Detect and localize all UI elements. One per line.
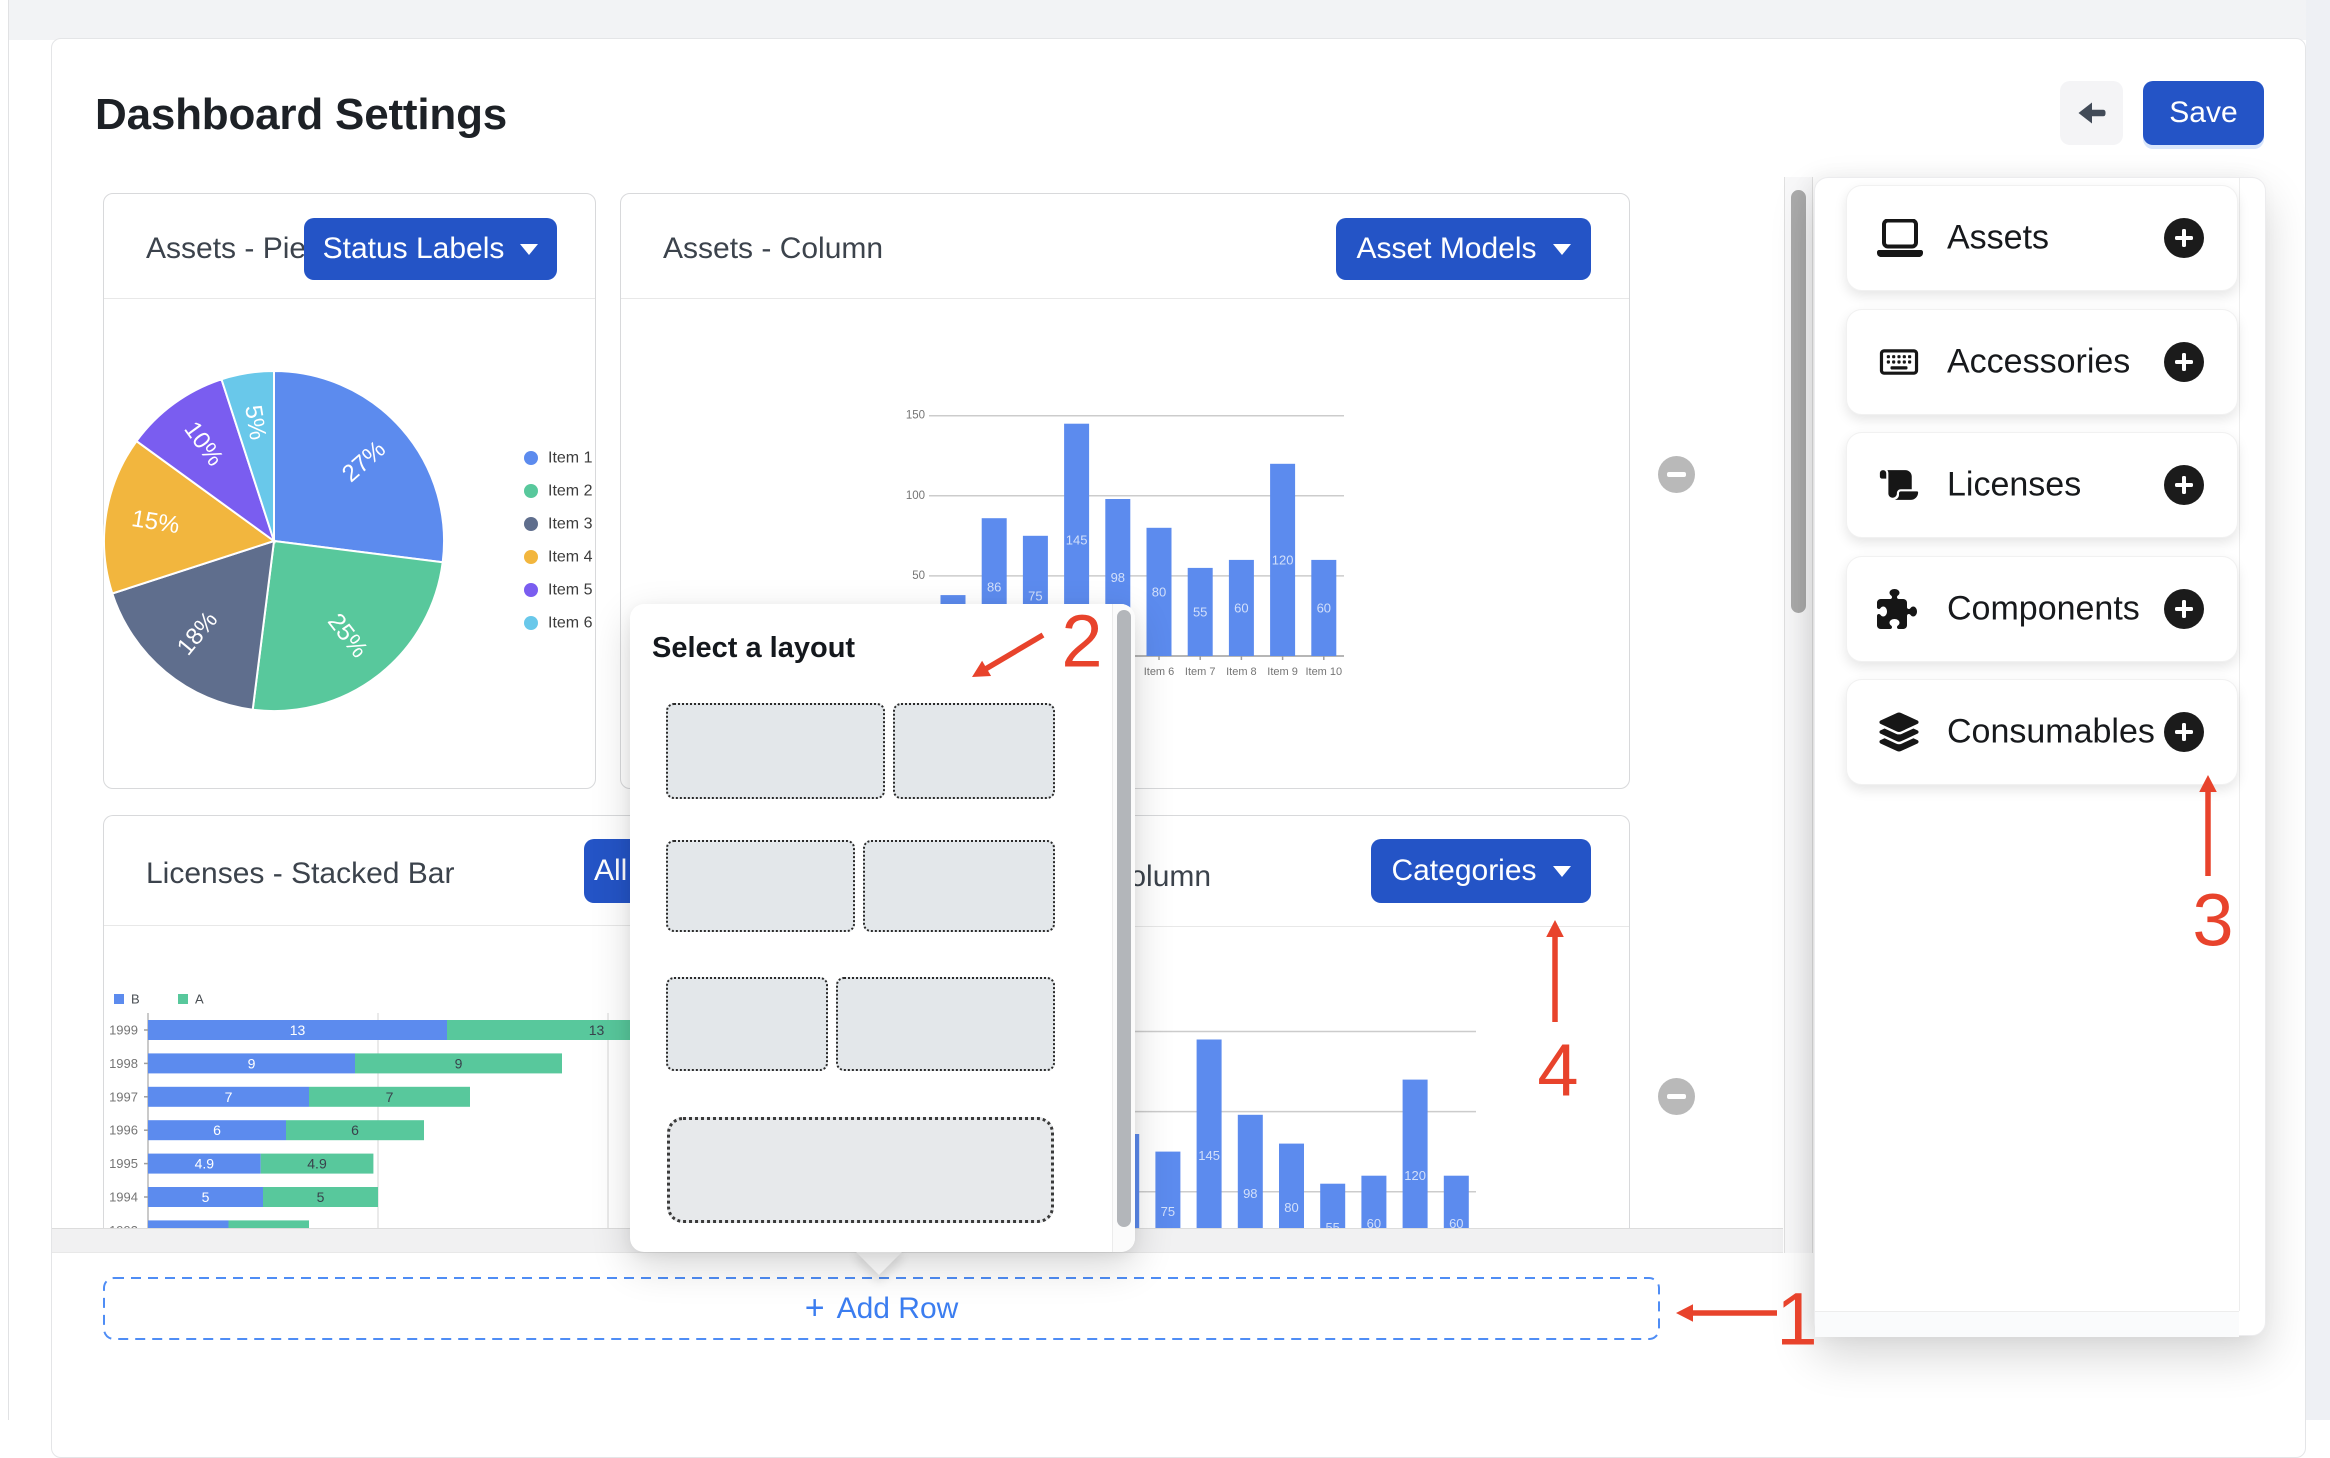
svg-text:2: 2 [1061,600,1102,683]
svg-text:Item 7: Item 7 [1185,666,1216,678]
svg-text:80: 80 [1152,584,1166,599]
svg-text:145: 145 [1066,532,1088,547]
svg-text:55: 55 [1325,1220,1339,1228]
svg-text:Item 10: Item 10 [1305,666,1342,678]
svg-text:13: 13 [589,1022,605,1038]
svg-text:86: 86 [987,580,1001,595]
svg-text:5%: 5% [239,403,271,441]
svg-text:6: 6 [213,1122,221,1138]
svg-text:Item 5: Item 5 [548,582,593,599]
svg-text:Item 3: Item 3 [548,516,593,533]
svg-text:5: 5 [202,1189,210,1205]
svg-text:80: 80 [1284,1200,1298,1215]
svg-text:145: 145 [1198,1148,1220,1163]
svg-text:Item 1: Item 1 [548,450,593,467]
svg-text:Item 8: Item 8 [1226,666,1257,678]
svg-text:50: 50 [912,570,925,582]
svg-text:100: 100 [906,490,925,502]
svg-text:4.9: 4.9 [307,1156,327,1172]
svg-text:120: 120 [1272,552,1294,567]
svg-text:120: 120 [1404,1168,1426,1183]
svg-text:98: 98 [1111,570,1125,585]
svg-text:60: 60 [1449,1216,1463,1228]
svg-text:75: 75 [1161,1204,1175,1219]
svg-text:3: 3 [2192,879,2233,962]
svg-text:Item 4: Item 4 [548,549,593,566]
svg-text:1995: 1995 [109,1156,138,1171]
svg-text:1: 1 [1776,1278,1817,1361]
svg-text:55: 55 [1193,604,1207,619]
svg-text:Item 6: Item 6 [548,615,593,632]
svg-text:1997: 1997 [109,1089,138,1104]
svg-text:1999: 1999 [109,1023,138,1038]
svg-text:150: 150 [906,410,925,422]
svg-text:60: 60 [1367,1216,1381,1228]
svg-text:1993: 1993 [109,1223,138,1228]
svg-text:13: 13 [290,1022,306,1038]
svg-text:75: 75 [1028,588,1042,603]
svg-text:98: 98 [1243,1186,1257,1201]
svg-text:Item 2: Item 2 [548,483,593,500]
svg-text:4.9: 4.9 [195,1156,215,1172]
svg-text:9: 9 [248,1055,256,1071]
svg-text:6: 6 [351,1122,359,1138]
svg-text:4: 4 [1537,1029,1578,1112]
svg-text:Item 9: Item 9 [1267,666,1298,678]
svg-text:Item 6: Item 6 [1144,666,1175,678]
svg-text:1994: 1994 [109,1190,138,1205]
svg-text:1998: 1998 [109,1056,138,1071]
svg-text:B: B [131,992,140,1007]
svg-text:A: A [195,992,204,1007]
svg-text:9: 9 [455,1055,463,1071]
svg-text:7: 7 [386,1089,394,1105]
svg-text:7: 7 [225,1089,233,1105]
svg-text:60: 60 [1234,600,1248,615]
svg-text:1996: 1996 [109,1123,138,1138]
svg-text:60: 60 [1317,600,1331,615]
svg-text:5: 5 [317,1189,325,1205]
